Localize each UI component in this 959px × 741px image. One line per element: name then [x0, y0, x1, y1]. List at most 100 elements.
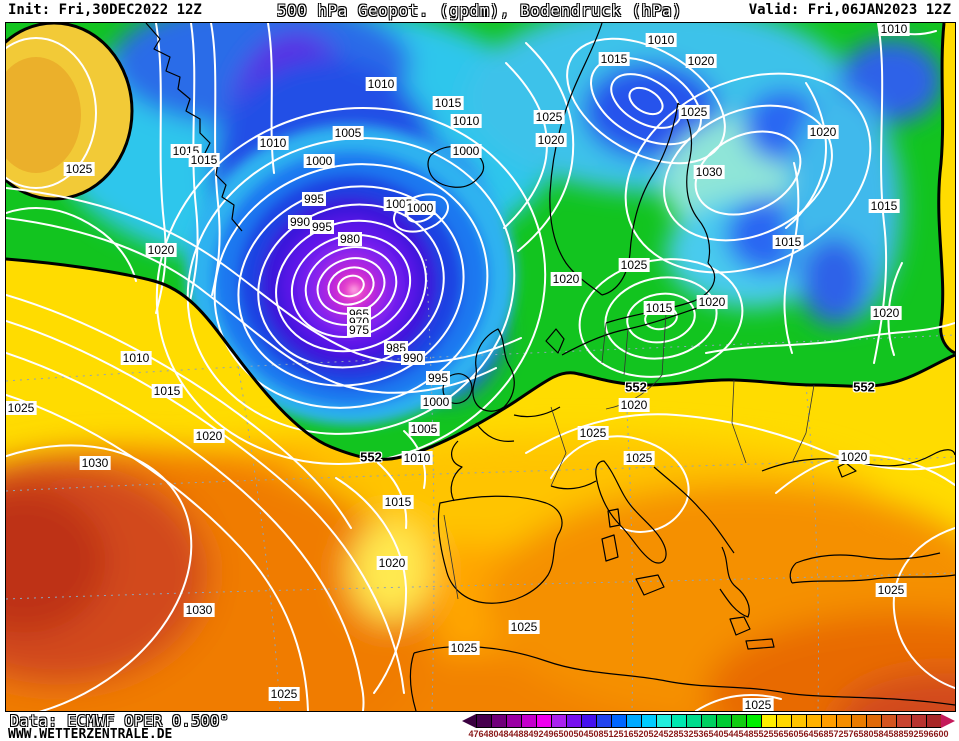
scale-tick: 520	[633, 729, 649, 739]
scale-tick: 480	[483, 729, 499, 739]
scale-swatch	[536, 713, 551, 728]
scale-tick: 512	[603, 729, 619, 739]
scale-tick: 536	[693, 729, 709, 739]
pressure-label: 1020	[838, 450, 870, 464]
scale-tick: 576	[843, 729, 859, 739]
pressure-label: 1025	[742, 698, 774, 712]
pressure-label: 1010	[401, 451, 433, 465]
scale-swatch	[836, 713, 851, 728]
pressure-label: 1010	[878, 22, 910, 36]
scale-tick: 564	[798, 729, 814, 739]
scale-swatch	[491, 713, 506, 728]
scale-swatch	[566, 713, 581, 728]
pressure-label: 995	[309, 220, 335, 234]
scale-tick: 516	[618, 729, 634, 739]
borders	[443, 312, 815, 600]
scale-swatch	[611, 713, 626, 728]
pressure-label: 1020	[807, 125, 839, 139]
pressure-label: 995	[425, 371, 451, 385]
pressure-label: 1000	[404, 201, 436, 215]
pressure-label: 990	[287, 215, 313, 229]
scale-tick: 568	[813, 729, 829, 739]
pressure-label: 1025	[268, 687, 300, 701]
pressure-label: 1025	[618, 258, 650, 272]
scale-swatch	[581, 713, 596, 728]
pressure-label: 1025	[63, 162, 95, 176]
scale-tick: 508	[588, 729, 604, 739]
scale-tick: 544	[723, 729, 739, 739]
pressure-label: 1005	[332, 126, 364, 140]
init-time: Init: Fri,30DEC2022 12Z	[8, 2, 202, 18]
scale-tick: 492	[528, 729, 544, 739]
scale-swatch	[746, 713, 761, 728]
scale-swatch	[881, 713, 896, 728]
data-source: Data: ECMWF OPER 0.500°	[10, 712, 230, 730]
scale-swatch	[626, 713, 641, 728]
pressure-label: 1015	[432, 96, 464, 110]
pressure-label: 1030	[79, 456, 111, 470]
pressure-label: 990	[400, 351, 426, 365]
scale-tick: 476	[468, 729, 484, 739]
pressure-label: 995	[301, 192, 327, 206]
pressure-label: 1020	[685, 54, 717, 68]
scale-tick: 532	[678, 729, 694, 739]
scale-tick: 596	[918, 729, 934, 739]
scale-tick: 552	[753, 729, 769, 739]
scale-swatch	[776, 713, 791, 728]
ridge-blob-northwest	[6, 23, 134, 201]
scale-swatch	[791, 713, 806, 728]
pressure-label: 1020	[696, 295, 728, 309]
pressure-label: 1025	[623, 451, 655, 465]
geopotential-label: 552	[625, 379, 647, 395]
pressure-label: 1015	[868, 199, 900, 213]
scale-swatch	[761, 713, 776, 728]
pressure-label: 1020	[550, 272, 582, 286]
scale-tick: 580	[858, 729, 874, 739]
scale-tick: 560	[783, 729, 799, 739]
scale-swatch	[926, 713, 941, 728]
pressure-label: 1005	[408, 422, 440, 436]
scale-swatch	[821, 713, 836, 728]
scale-swatch	[641, 713, 656, 728]
scale-tick: 488	[513, 729, 529, 739]
color-scale-swatches	[462, 713, 955, 728]
scale-swatch	[701, 713, 716, 728]
scale-swatch	[686, 713, 701, 728]
map-header: Init: Fri,30DEC2022 12Z 500 hPa Geopot. …	[0, 0, 959, 22]
scale-tick: 548	[738, 729, 754, 739]
scale-tick: 584	[873, 729, 889, 739]
scale-swatch	[506, 713, 521, 728]
scale-swatch	[911, 713, 926, 728]
pressure-label: 1025	[577, 426, 609, 440]
scale-tick: 528	[663, 729, 679, 739]
pressure-label: 1020	[376, 556, 408, 570]
scale-tick: 484	[498, 729, 514, 739]
pressure-label: 1025	[875, 583, 907, 597]
pressure-label: 1020	[145, 243, 177, 257]
pressure-label: 980	[337, 232, 363, 246]
scale-tick: 504	[573, 729, 589, 739]
scale-tick: 588	[888, 729, 904, 739]
scale-swatch	[866, 713, 881, 728]
website: WWW.WETTERZENTRALE.DE	[8, 727, 173, 741]
pressure-label: 1015	[598, 52, 630, 66]
scale-swatch	[551, 713, 566, 728]
graticule	[6, 258, 955, 711]
pressure-label: 975	[346, 323, 372, 337]
pressure-label: 1025	[6, 401, 37, 415]
pressure-label: 1020	[193, 429, 225, 443]
scale-swatch	[731, 713, 746, 728]
scale-swatch	[716, 713, 731, 728]
scale-tick: 572	[828, 729, 844, 739]
south-field-blobs	[6, 436, 955, 711]
scale-tick: 500	[558, 729, 574, 739]
pressure-label: 1010	[120, 351, 152, 365]
scale-tick: 556	[768, 729, 784, 739]
scale-swatch	[851, 713, 866, 728]
pressure-label: 1025	[448, 641, 480, 655]
scale-swatch	[806, 713, 821, 728]
pressure-label: 1015	[382, 495, 414, 509]
pressure-label: 1015	[643, 301, 675, 315]
pressure-labels-layer: 1015 1015 1020 1010 1005 1000 995 990 995 980 965 9…	[6, 23, 955, 711]
